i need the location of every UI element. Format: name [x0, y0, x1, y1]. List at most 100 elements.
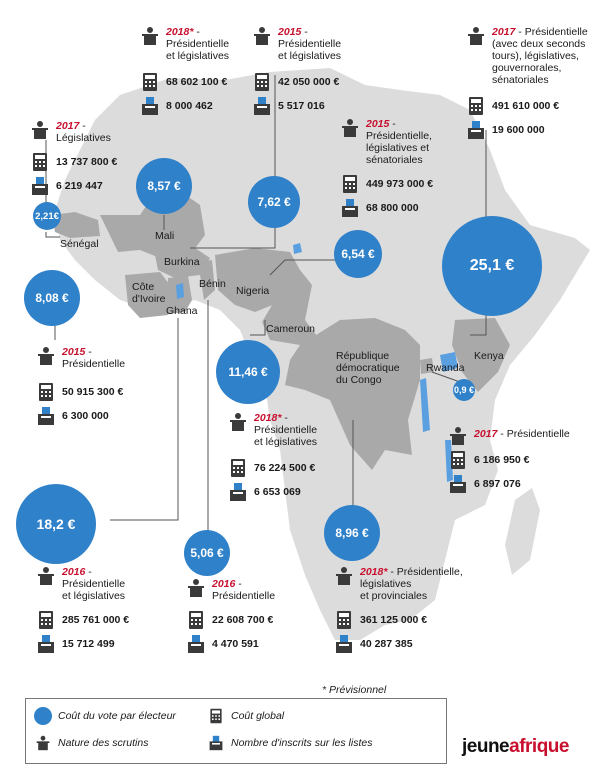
leader-rwanda	[431, 371, 461, 383]
type-rwanda: - Présidentielle	[497, 428, 570, 440]
madagascar-shape	[505, 488, 540, 575]
type-mali: - Présidentielle et législatives	[166, 26, 230, 62]
year-rwanda: 2017	[474, 428, 498, 440]
ballot-box-icon	[38, 407, 54, 425]
type-benin: - Présidentielle	[212, 578, 276, 602]
voters-ghana: 15 712 499	[62, 638, 115, 650]
lake-tanganyika	[420, 378, 430, 432]
cost-cote-ivoire: 50 915 300 €	[62, 386, 124, 398]
lake-malawi	[445, 440, 453, 482]
burkina-shape	[155, 248, 210, 278]
voters-cameroun: 6 653 069	[254, 486, 301, 498]
ballot-box-icon	[142, 97, 158, 115]
podium-icon	[36, 735, 50, 751]
rdc-shape	[285, 318, 420, 470]
type-ghana: - Présidentielle et législatives	[62, 566, 126, 602]
voters-nigeria: 68 800 000	[366, 202, 419, 214]
lake-chad	[293, 243, 302, 254]
calculator-icon	[469, 97, 483, 115]
election-desc-nigeria: 2015 - Présidentielle, législatives et s…	[366, 118, 432, 166]
legend-total-cost: Coût global	[231, 710, 285, 722]
calculator-icon	[189, 611, 203, 629]
election-desc-senegal: 2017 - Législatives	[56, 120, 111, 144]
country-label-nigeria: Nigeria	[236, 285, 270, 297]
voters-kenya: 19 600 000	[492, 124, 545, 136]
year-cote-ivoire: 2015	[62, 346, 86, 358]
lake-volta	[176, 283, 184, 299]
calculator-icon	[255, 73, 269, 91]
calculator-icon	[231, 459, 245, 477]
legend-election-type: Nature des scrutins	[58, 737, 149, 749]
cost-ghana: 285 761 000 €	[62, 614, 130, 626]
ballot-box-icon	[38, 635, 54, 653]
bubble-mali: 8,57 €	[136, 158, 192, 214]
country-label-burkina: Burkina	[164, 256, 200, 268]
logo-part-2: afrique	[509, 736, 569, 757]
cost-senegal: 13 737 800 €	[56, 156, 118, 168]
type-senegal: - Législatives	[56, 120, 111, 144]
leader-cameroun	[250, 320, 266, 336]
ballot-box-icon	[188, 635, 204, 653]
rwanda-shape	[420, 358, 434, 374]
type-burkina: - Présidentielle et législatives	[278, 26, 342, 62]
ballot-box-icon	[468, 121, 484, 139]
calculator-icon	[39, 611, 53, 629]
country-label-mali: Mali	[155, 230, 175, 242]
cost-rdc: 361 125 000 €	[360, 614, 428, 626]
cameroun-shape	[262, 270, 320, 345]
benin-shape	[198, 260, 215, 300]
bubble-legend-icon	[34, 707, 52, 725]
legend-registered: Nombre d'inscrits sur les listes	[231, 737, 373, 749]
calculator-icon	[337, 611, 351, 629]
ballot-box-icon	[32, 177, 48, 195]
voters-mali: 8 000 462	[166, 100, 213, 112]
type-kenya: - Présidentielle (avec deux seconds tour…	[492, 26, 588, 86]
bubble-burkina: 7,62 €	[248, 176, 300, 228]
bubble-cote-ivoire: 8,08 €	[24, 270, 80, 326]
bubble-benin: 5,06 €	[184, 530, 230, 576]
voters-benin: 4 470 591	[212, 638, 259, 650]
lake-victoria	[440, 352, 458, 372]
year-cameroun: 2018*	[254, 412, 282, 424]
cost-nigeria: 449 973 000 €	[366, 178, 434, 190]
podium-icon	[254, 27, 270, 45]
bubble-nigeria: 6,54 €	[334, 230, 382, 278]
year-kenya: 2017	[492, 26, 516, 38]
election-desc-cote-ivoire: 2015 - Présidentielle	[62, 346, 125, 370]
country-label-ghana: Ghana	[166, 305, 198, 317]
voters-rdc: 40 287 385	[360, 638, 413, 650]
cost-benin: 22 608 700 €	[212, 614, 274, 626]
ballot-box-icon	[342, 199, 358, 217]
election-desc-kenya: 2017 - Présidentielle (avec deux seconds…	[492, 26, 588, 86]
bubble-senegal: 2,21€	[33, 202, 61, 230]
kenya-shape	[452, 318, 510, 392]
election-desc-rdc: 2018* - Présidentielle, législatives et …	[360, 566, 463, 602]
ballot-box-icon	[450, 475, 466, 493]
leader-ghana	[110, 318, 179, 521]
country-label-benin: Bénin	[199, 278, 226, 290]
jeune-afrique-logo: jeuneafrique	[462, 736, 569, 758]
country-label-rdc: République démocratique du Congo	[336, 350, 400, 386]
podium-icon	[342, 119, 358, 137]
calculator-icon	[33, 153, 47, 171]
year-ghana: 2016	[62, 566, 86, 578]
voters-rwanda: 6 897 076	[474, 478, 521, 490]
bubble-ghana: 18,2 €	[16, 484, 96, 564]
calculator-icon	[210, 708, 222, 724]
podium-icon	[38, 567, 54, 585]
voters-burkina: 5 517 016	[278, 100, 325, 112]
podium-icon	[38, 347, 54, 365]
ballot-box-icon	[230, 483, 246, 501]
podium-icon	[468, 27, 484, 45]
podium-icon	[336, 567, 352, 585]
cost-burkina: 42 050 000 €	[278, 76, 340, 88]
year-mali: 2018*	[166, 26, 194, 38]
cost-kenya: 491 610 000 €	[492, 100, 560, 112]
country-label-senegal: Sénégal	[60, 238, 99, 250]
election-desc-mali: 2018* - Présidentielle et législatives	[166, 26, 229, 62]
podium-icon	[230, 413, 246, 431]
election-desc-benin: 2016 - Présidentielle	[212, 578, 275, 602]
year-senegal: 2017	[56, 120, 80, 132]
type-cote-ivoire: - Présidentielle	[62, 346, 126, 370]
voters-senegal: 6 219 447	[56, 180, 103, 192]
